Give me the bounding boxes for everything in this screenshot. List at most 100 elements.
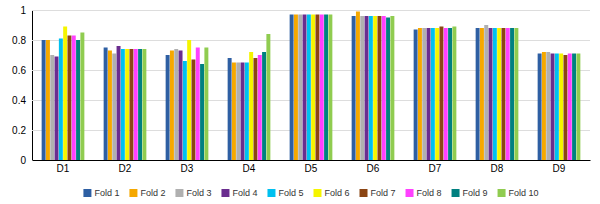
plot: 00.20.40.60.81D1D2D3D4D5D6D7D8D9 bbox=[12, 5, 590, 174]
bar bbox=[427, 28, 431, 160]
legend-swatch bbox=[406, 189, 414, 197]
bar-series bbox=[76, 15, 576, 161]
legend-label: Fold 4 bbox=[232, 188, 257, 198]
bar bbox=[125, 49, 129, 160]
bar bbox=[538, 54, 542, 161]
legend-item: Fold 7 bbox=[360, 188, 396, 198]
bar bbox=[72, 36, 76, 161]
bar bbox=[117, 46, 121, 160]
bar bbox=[559, 54, 563, 161]
legend-item: Fold 4 bbox=[221, 188, 257, 198]
bar bbox=[369, 16, 373, 160]
bar bbox=[551, 54, 555, 161]
legend-swatch bbox=[175, 189, 183, 197]
bar bbox=[315, 15, 319, 161]
x-tick: D1 bbox=[57, 163, 70, 174]
grid-line bbox=[32, 10, 590, 11]
bar bbox=[80, 33, 84, 161]
x-tick: D4 bbox=[243, 163, 256, 174]
bar bbox=[480, 28, 484, 160]
bar bbox=[303, 15, 307, 161]
bar bbox=[121, 49, 125, 160]
bar bbox=[311, 15, 315, 161]
bar bbox=[191, 60, 195, 161]
bar bbox=[266, 34, 270, 160]
legend-label: Fold 2 bbox=[140, 188, 165, 198]
x-tick-label: D8 bbox=[491, 163, 504, 174]
legend-swatch bbox=[498, 189, 506, 197]
y-tick-label: 0 bbox=[20, 155, 26, 166]
legend-item: Fold 6 bbox=[313, 188, 349, 198]
legend-swatch bbox=[267, 189, 275, 197]
x-tick-label: D1 bbox=[57, 163, 70, 174]
bar bbox=[258, 55, 262, 160]
bar-series bbox=[72, 15, 572, 161]
bar bbox=[320, 15, 324, 161]
bar-series bbox=[67, 15, 567, 161]
bar bbox=[253, 58, 257, 160]
x-tick-label: D5 bbox=[305, 163, 318, 174]
bar bbox=[166, 55, 170, 160]
bar bbox=[196, 48, 200, 161]
bar bbox=[435, 28, 439, 160]
bar bbox=[232, 63, 236, 161]
bar bbox=[568, 54, 572, 161]
x-tick-label: D7 bbox=[429, 163, 442, 174]
bar bbox=[307, 15, 311, 161]
bar bbox=[134, 49, 138, 160]
y-tick-label: 0.8 bbox=[12, 35, 26, 46]
grid-line bbox=[32, 160, 590, 161]
bar bbox=[510, 28, 514, 160]
legend-item: Fold 5 bbox=[267, 188, 303, 198]
bar bbox=[108, 51, 112, 161]
bar bbox=[356, 12, 360, 161]
bar bbox=[360, 16, 364, 160]
bar bbox=[439, 27, 443, 161]
bar bbox=[352, 16, 356, 160]
legend-item: Fold 2 bbox=[129, 188, 165, 198]
legend-swatch bbox=[313, 189, 321, 197]
bar bbox=[104, 48, 108, 161]
legend-item: Fold 9 bbox=[452, 188, 488, 198]
y-tick-label: 0.2 bbox=[12, 125, 26, 136]
x-tick-label: D9 bbox=[553, 163, 566, 174]
bar bbox=[228, 58, 232, 160]
legend-swatch bbox=[83, 189, 91, 197]
legend-swatch bbox=[360, 189, 368, 197]
bar bbox=[476, 28, 480, 160]
legend-label: Fold 7 bbox=[371, 188, 396, 198]
legend-swatch bbox=[129, 189, 137, 197]
chart: 00.20.40.60.81D1D2D3D4D5D6D7D8D9Fold 1Fo… bbox=[0, 0, 600, 204]
y-tick-label: 1 bbox=[20, 5, 26, 16]
x-axis-line bbox=[33, 160, 591, 161]
legend-label: Fold 10 bbox=[509, 188, 539, 198]
bar-series bbox=[80, 15, 580, 161]
bar bbox=[576, 54, 580, 161]
bar-series bbox=[59, 15, 559, 161]
bar bbox=[386, 18, 390, 161]
bar bbox=[572, 54, 576, 161]
bar bbox=[373, 16, 377, 160]
bar bbox=[245, 63, 249, 161]
legend-swatch bbox=[452, 189, 460, 197]
bar bbox=[59, 39, 63, 161]
bar bbox=[142, 49, 146, 160]
x-tick-label: D3 bbox=[181, 163, 194, 174]
bar-series bbox=[63, 15, 563, 161]
x-tick-label: D2 bbox=[119, 163, 132, 174]
bar bbox=[187, 40, 191, 160]
bar bbox=[249, 52, 253, 160]
legend-label: Fold 6 bbox=[324, 188, 349, 198]
bar bbox=[170, 51, 174, 161]
bar bbox=[236, 63, 240, 161]
bar bbox=[377, 16, 381, 160]
x-tick: D9 bbox=[553, 163, 566, 174]
y-tick: 1 bbox=[20, 5, 590, 16]
bar bbox=[294, 15, 298, 161]
x-tick: D5 bbox=[305, 163, 318, 174]
bar bbox=[506, 28, 510, 160]
bar bbox=[542, 52, 546, 160]
bar bbox=[489, 28, 493, 160]
legend-item: Fold 3 bbox=[175, 188, 211, 198]
bar bbox=[444, 28, 448, 160]
